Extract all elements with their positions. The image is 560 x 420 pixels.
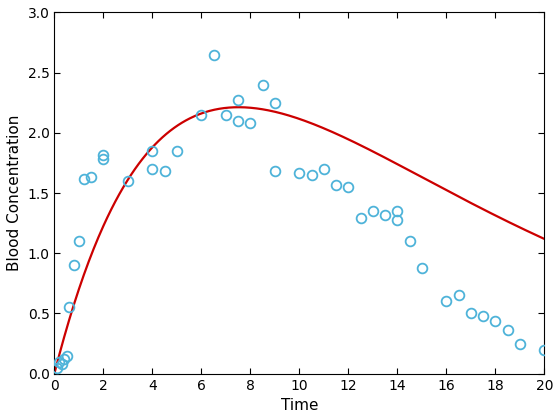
Y-axis label: Blood Concentration: Blood Concentration: [7, 115, 22, 271]
X-axis label: Time: Time: [281, 398, 318, 413]
